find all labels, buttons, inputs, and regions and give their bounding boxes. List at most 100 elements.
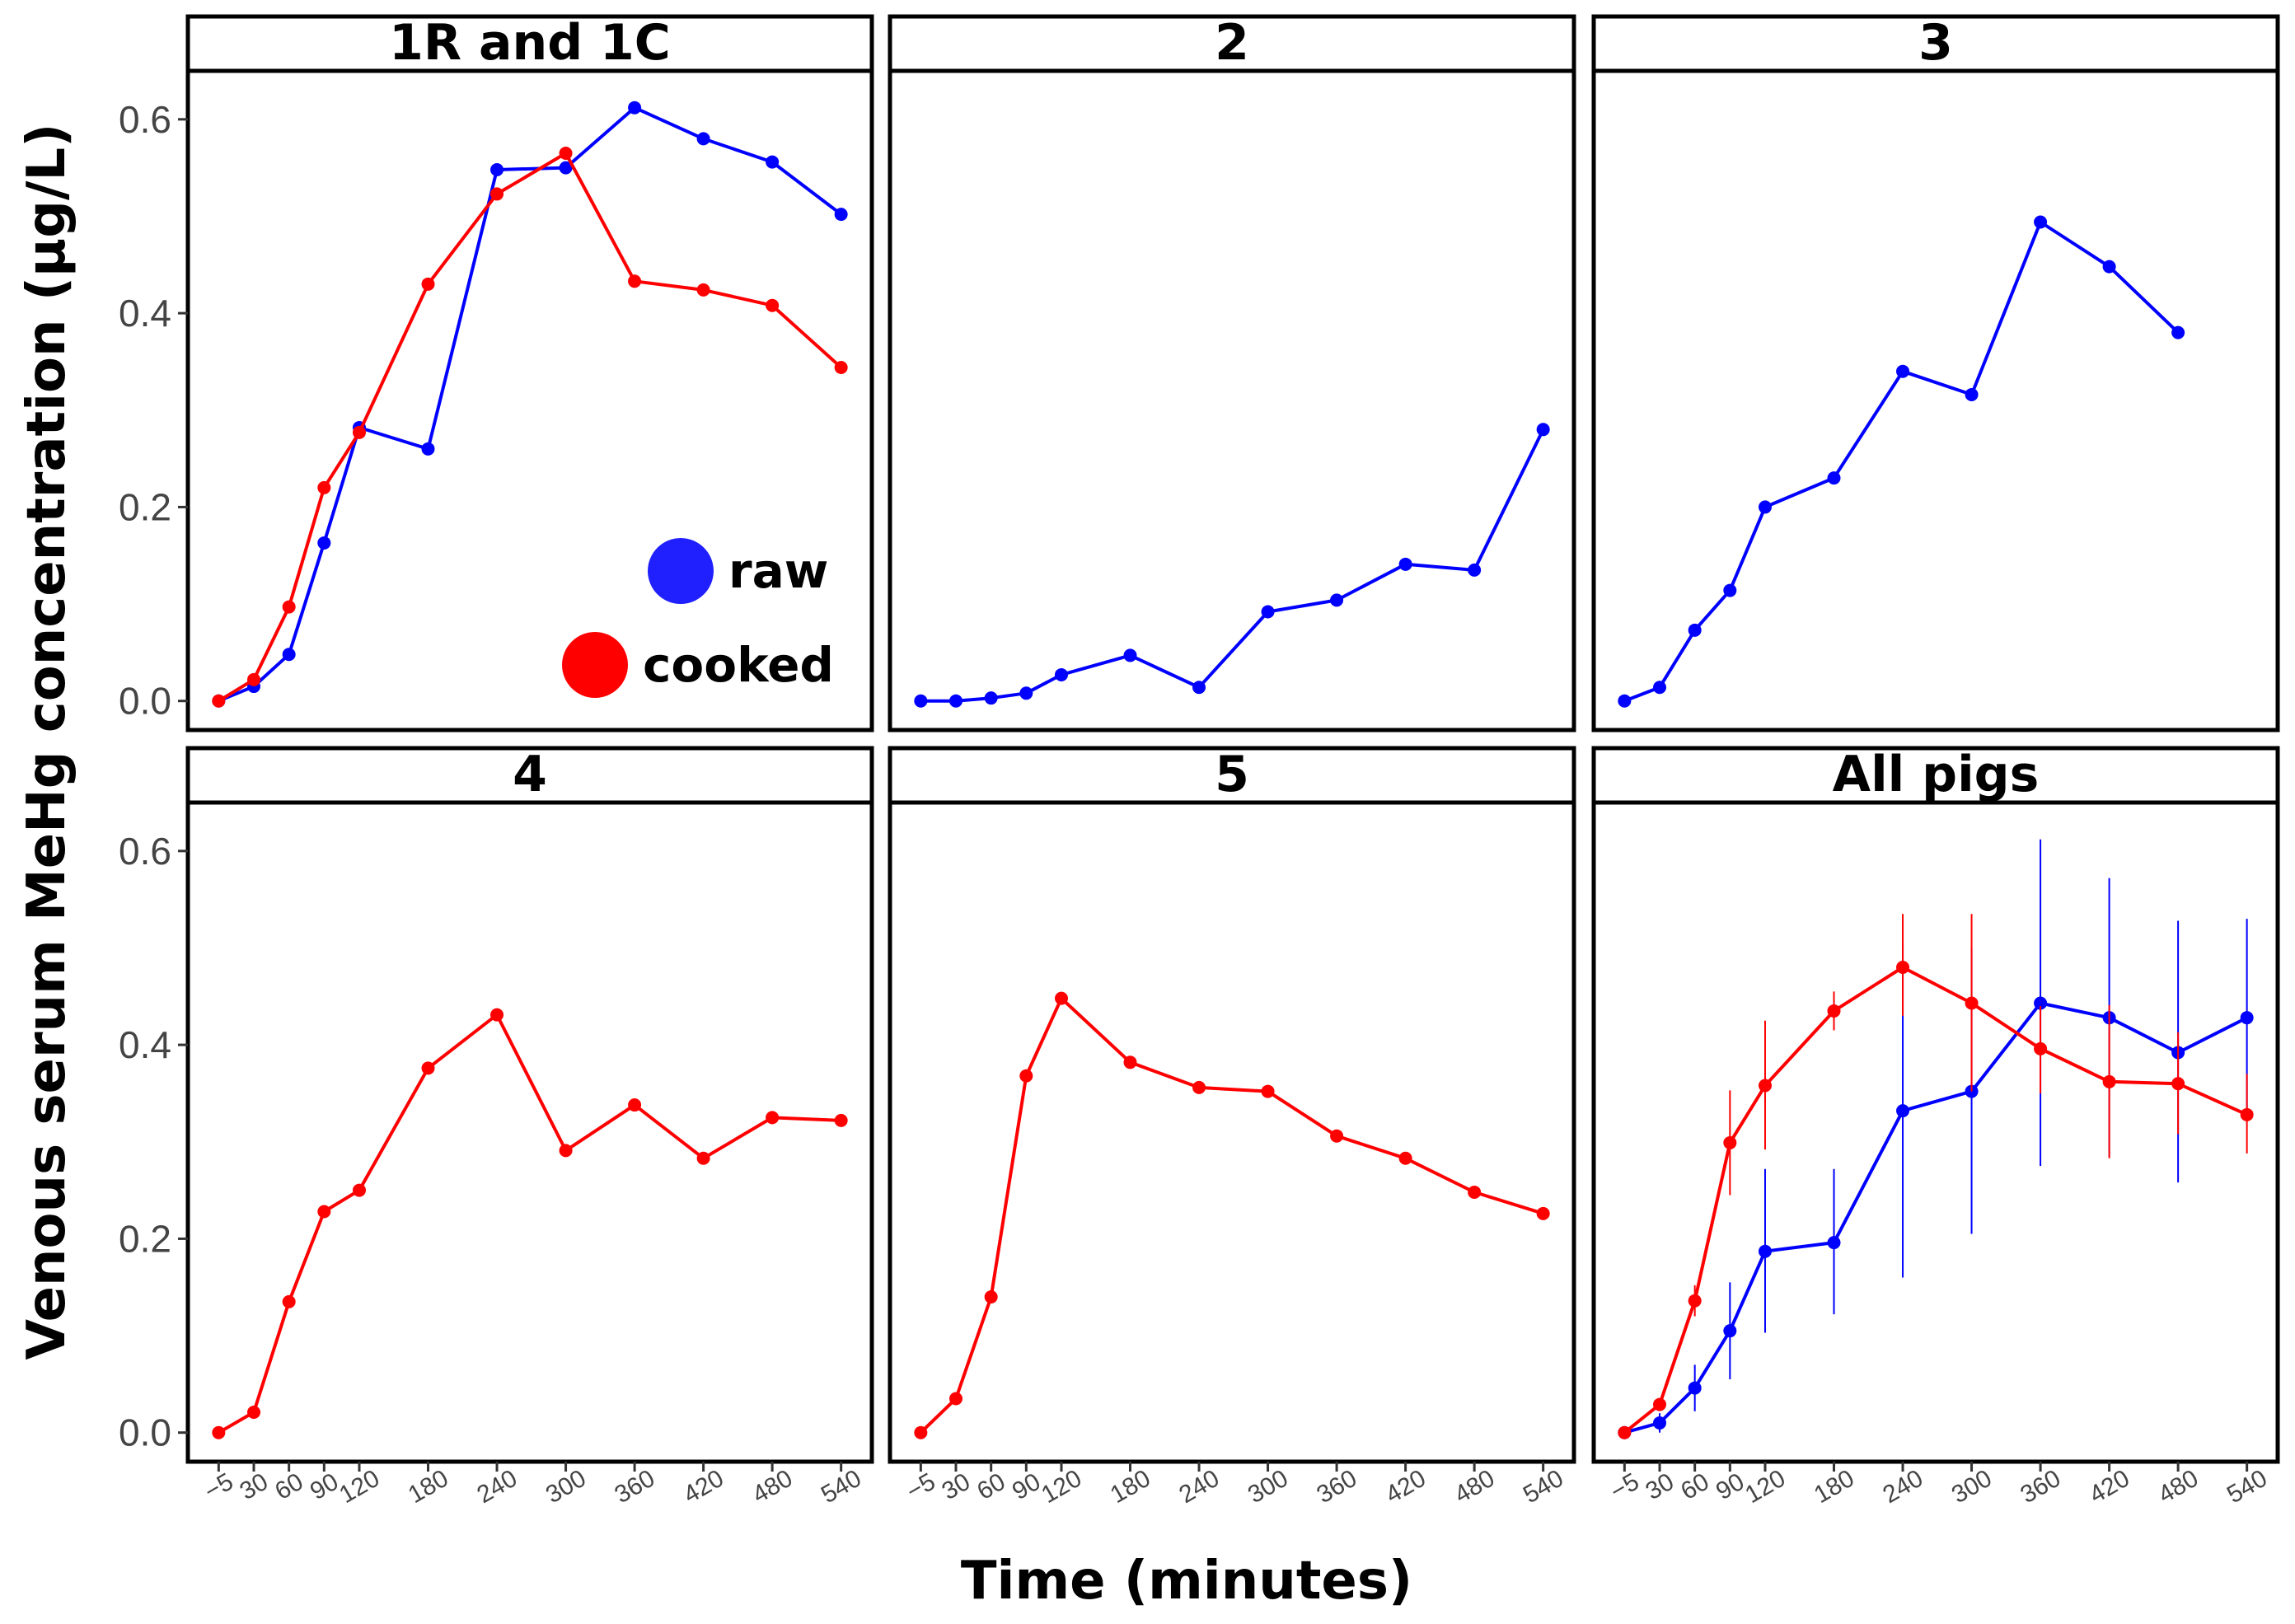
panel-border xyxy=(185,68,874,732)
data-point xyxy=(628,101,642,115)
data-point xyxy=(1192,1080,1206,1094)
data-point xyxy=(1965,996,1979,1010)
data-point xyxy=(2102,1074,2116,1088)
data-point xyxy=(1398,1151,1412,1165)
data-point xyxy=(1019,686,1033,700)
x-tick-label: 180 xyxy=(404,1465,453,1509)
data-point xyxy=(1192,681,1206,695)
data-point xyxy=(352,1183,366,1197)
data-point xyxy=(1123,1055,1137,1069)
data-point xyxy=(766,298,780,312)
panel-title: 4 xyxy=(513,746,547,803)
series-cooked xyxy=(212,1008,848,1439)
data-point xyxy=(247,1406,261,1419)
data-point xyxy=(628,274,642,288)
legend-swatch-cooked xyxy=(562,632,628,698)
data-point xyxy=(1618,694,1632,708)
data-point xyxy=(1758,500,1772,514)
x-tick-label: 300 xyxy=(541,1465,591,1509)
data-point xyxy=(914,694,928,708)
data-point xyxy=(1688,1294,1702,1308)
x-tick-label: 300 xyxy=(1244,1465,1293,1509)
panel-2: 2 xyxy=(888,14,1576,732)
series-raw xyxy=(914,423,1550,708)
data-point xyxy=(1758,1079,1772,1093)
data-point xyxy=(834,1113,848,1127)
x-tick-label: 480 xyxy=(747,1465,797,1509)
series-raw xyxy=(1618,839,2254,1439)
panel-border xyxy=(1591,800,2280,1464)
data-point xyxy=(1468,563,1482,577)
x-tick-label: 300 xyxy=(1947,1465,1997,1509)
x-tick-label: 540 xyxy=(817,1465,866,1509)
data-point xyxy=(2171,325,2185,339)
data-point xyxy=(696,1151,710,1165)
panel-title: 3 xyxy=(1918,14,1953,72)
data-point xyxy=(1827,471,1841,485)
x-tick-label: 360 xyxy=(610,1465,659,1509)
data-point xyxy=(949,694,963,708)
x-tick-label: 240 xyxy=(472,1465,522,1509)
data-point xyxy=(1688,623,1702,637)
x-tick-label: 420 xyxy=(679,1465,728,1509)
x-axis-title: Time (minutes) xyxy=(961,1551,1412,1612)
legend-label-cooked: cooked xyxy=(643,637,834,693)
data-point xyxy=(212,694,226,708)
data-point xyxy=(1965,387,1979,401)
series-line xyxy=(218,105,842,703)
data-point xyxy=(1653,1397,1667,1411)
series-line xyxy=(1623,220,2180,703)
series-cooked xyxy=(914,991,1550,1439)
panel-strip xyxy=(888,14,1576,73)
x-tick-label: 120 xyxy=(1740,1465,1790,1509)
series-line xyxy=(1623,966,2248,1434)
data-point xyxy=(1827,1236,1841,1250)
data-point xyxy=(559,161,573,175)
x-tick-label: 540 xyxy=(1519,1465,1568,1509)
y-tick-label: 0.2 xyxy=(119,1217,171,1260)
data-point xyxy=(559,147,573,160)
data-point xyxy=(2034,996,2048,1010)
data-point xyxy=(1123,648,1137,662)
x-tick-label: −5 xyxy=(902,1468,940,1506)
data-point xyxy=(421,442,435,456)
y-tick-label: 0.2 xyxy=(119,485,171,528)
data-point xyxy=(1618,1425,1632,1439)
y-tick-label: 0.6 xyxy=(119,98,171,141)
data-point xyxy=(766,1111,780,1125)
x-tick-label: 360 xyxy=(2016,1465,2065,1509)
data-point xyxy=(696,132,710,146)
series-line xyxy=(920,428,1545,703)
data-point xyxy=(247,672,261,686)
data-point xyxy=(1896,364,1910,378)
data-point xyxy=(317,480,331,494)
data-point xyxy=(766,155,780,169)
panel-border xyxy=(888,800,1576,1464)
series-line xyxy=(218,1013,841,1434)
legend-label-raw: raw xyxy=(728,543,828,599)
y-tick-label: 0.0 xyxy=(119,680,171,723)
data-point xyxy=(949,1392,963,1406)
data-point xyxy=(1688,1381,1702,1395)
data-point xyxy=(1054,991,1068,1005)
data-point xyxy=(317,536,331,550)
data-point xyxy=(1723,583,1737,597)
x-tick-label: 60 xyxy=(270,1468,307,1505)
data-point xyxy=(1468,1185,1482,1199)
y-tick-label: 0.0 xyxy=(119,1411,171,1454)
y-tick-label: 0.4 xyxy=(119,292,171,335)
data-point xyxy=(1536,423,1550,437)
panel-title: All pigs xyxy=(1833,746,2040,803)
x-tick-label: 480 xyxy=(2153,1465,2203,1509)
x-tick-label: 120 xyxy=(335,1465,384,1509)
x-tick-label: 420 xyxy=(2085,1465,2134,1509)
series-raw xyxy=(212,101,848,708)
data-point xyxy=(352,425,366,439)
panel-title: 1R and 1C xyxy=(389,14,671,72)
series-cooked xyxy=(212,147,848,708)
x-tick-label: 180 xyxy=(1810,1465,1859,1509)
data-point xyxy=(282,1294,296,1308)
data-point xyxy=(559,1144,573,1158)
